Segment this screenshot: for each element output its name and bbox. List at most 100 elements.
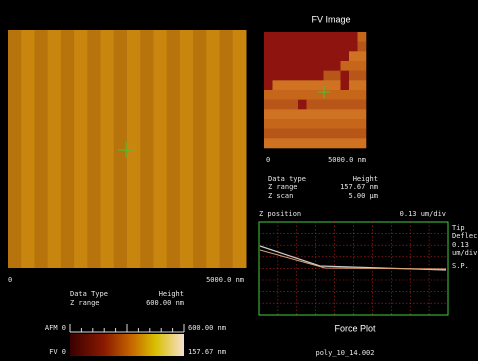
fv-cell [298, 42, 307, 52]
fv-cell [349, 51, 358, 61]
fv-cell [273, 119, 282, 129]
afm-scale-max: 600.00 nm [188, 324, 226, 332]
stripe [74, 30, 88, 268]
fv-cell [290, 80, 299, 90]
afm-image[interactable] [8, 30, 247, 268]
fv-cell [341, 32, 350, 42]
fv-cell [281, 90, 290, 100]
fv-cell [298, 100, 307, 110]
fv-cell [307, 129, 316, 139]
fv-cell [264, 61, 273, 71]
fv-cell [264, 32, 273, 42]
fv-cell [273, 42, 282, 52]
fv-cell [324, 51, 333, 61]
fv-cell [341, 138, 350, 148]
fv-cell [290, 71, 299, 81]
fv-cell [290, 32, 299, 42]
fv-scale-label: FV 0 [49, 348, 66, 356]
fv-cell [349, 129, 358, 139]
stripe [48, 30, 62, 268]
fv-cell [341, 100, 350, 110]
fv-cell [332, 80, 341, 90]
fv-cell [324, 119, 333, 129]
fv-cell [349, 138, 358, 148]
fv-cell [281, 32, 290, 42]
fv-cell [358, 109, 367, 119]
fv-cell [315, 32, 324, 42]
force-side-label: Tip [452, 224, 465, 232]
fv-cell [341, 42, 350, 52]
fv-cell [281, 129, 290, 139]
fv-cell [341, 51, 350, 61]
fv-cell [349, 109, 358, 119]
fv-cell [307, 71, 316, 81]
fv-cell [264, 42, 273, 52]
afm-info-value: Height [159, 290, 184, 298]
fv-cell [273, 129, 282, 139]
fv-cell [358, 138, 367, 148]
fv-cell [341, 71, 350, 81]
fv-cell [281, 80, 290, 90]
fv-cell [349, 80, 358, 90]
fv-cell [358, 51, 367, 61]
fv-cell [290, 51, 299, 61]
fv-cell [341, 90, 350, 100]
fv-cell [324, 42, 333, 52]
fv-cell [264, 51, 273, 61]
fv-cell [298, 71, 307, 81]
fv-cell [298, 90, 307, 100]
fv-cell [281, 42, 290, 52]
stripe [34, 30, 48, 268]
fv-image[interactable] [264, 32, 366, 148]
fv-cell [324, 71, 333, 81]
fv-cell [332, 138, 341, 148]
fv-cell [358, 42, 367, 52]
fv-cell [324, 138, 333, 148]
fv-scale-max: 157.67 nm [188, 348, 226, 356]
fv-cell [324, 109, 333, 119]
force-y-scale: 0.13 um/div [400, 210, 446, 218]
fv-cell [290, 129, 299, 139]
fv-cell [332, 119, 341, 129]
fv-cell [315, 42, 324, 52]
fv-cell [281, 109, 290, 119]
fv-cell [332, 90, 341, 100]
stripe [180, 30, 194, 268]
fv-cell [349, 32, 358, 42]
fv-cell [307, 61, 316, 71]
fv-cell [290, 119, 299, 129]
fv-cell [264, 109, 273, 119]
fv-cell [273, 51, 282, 61]
fv-cell [298, 51, 307, 61]
fv-cell [315, 51, 324, 61]
fv-cell [315, 71, 324, 81]
fv-cell [315, 138, 324, 148]
file-name: poly_10_14.002 [315, 349, 374, 357]
stripe [101, 30, 115, 268]
afm-scale-label: AFM 0 [45, 324, 66, 332]
afm-window: 0 5000.0 nm Data Type Height Z range 600… [0, 0, 478, 361]
fv-cell [273, 32, 282, 42]
fv-cell [298, 32, 307, 42]
fv-cell [298, 80, 307, 90]
fv-cell [290, 138, 299, 148]
fv-cell [307, 90, 316, 100]
fv-axis-start: 0 [266, 156, 270, 164]
fv-cell [349, 71, 358, 81]
fv-cell [315, 61, 324, 71]
fv-cell [358, 61, 367, 71]
fv-cell [349, 42, 358, 52]
force-side-label: S.P. [452, 262, 469, 270]
afm-info-value: 600.00 nm [146, 299, 184, 307]
force-y-label: Z position [259, 210, 301, 218]
fv-cell [298, 138, 307, 148]
fv-cell [264, 90, 273, 100]
fv-cell [281, 138, 290, 148]
stripe [114, 30, 128, 268]
fv-cell [264, 71, 273, 81]
fv-cell [358, 119, 367, 129]
fv-cell [307, 119, 316, 129]
fv-cell [281, 119, 290, 129]
fv-cell [332, 129, 341, 139]
fv-cell [273, 71, 282, 81]
